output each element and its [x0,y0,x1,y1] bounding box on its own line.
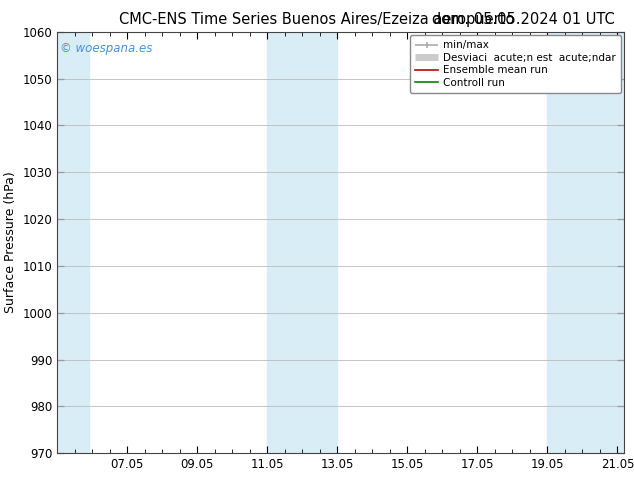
Text: CMC-ENS Time Series Buenos Aires/Ezeiza aeropuerto: CMC-ENS Time Series Buenos Aires/Ezeiza … [119,12,515,27]
Bar [267,32,337,453]
Legend: min/max, Desviaci  acute;n est  acute;ndar, Ensemble mean run, Controll run: min/max, Desviaci acute;n est acute;ndar… [410,35,621,93]
Y-axis label: Surface Pressure (hPa): Surface Pressure (hPa) [4,172,17,314]
Bar [57,32,89,453]
Text: dom. 05.05.2024 01 UTC: dom. 05.05.2024 01 UTC [432,12,615,27]
Bar [547,32,624,453]
Text: © woespana.es: © woespana.es [60,43,152,55]
